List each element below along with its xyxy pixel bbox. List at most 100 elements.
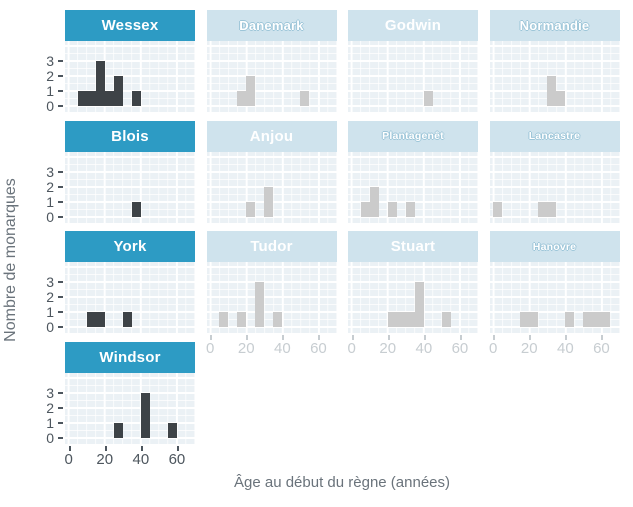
histogram-bar-lancastre-30 (547, 201, 557, 217)
x-tick-label: 40 (273, 340, 291, 357)
facet-strip-label: Stuart (390, 238, 436, 255)
histogram-bar-hanovre-55 (592, 312, 602, 327)
facet-panel-tudor (206, 262, 337, 333)
histogram-bar-tudor-35 (273, 312, 283, 327)
y-tick-mark (58, 311, 63, 313)
x-tick-label: 20 (96, 450, 114, 468)
y-tick-mark (58, 90, 63, 92)
y-tick-mark (58, 185, 63, 188)
histogram-bar-york-15 (95, 312, 105, 327)
x-tick-mark (210, 335, 213, 340)
x-axis-windsor: 0 20 40 60 (64, 444, 195, 476)
x-tick-mark (459, 335, 462, 340)
y-tick-mark (58, 60, 63, 62)
facet-panel-hanovre (489, 262, 620, 333)
facet-panel-anjou (206, 151, 337, 223)
x-tick-label: 60 (451, 340, 469, 357)
y-tick-label: 2 (46, 178, 54, 195)
histogram-bar-danemark-50 (300, 91, 310, 106)
facet-strip-label: Danemark (239, 18, 304, 33)
histogram-bar-hanovre-15 (520, 312, 530, 327)
x-tick-label: 0 (347, 340, 356, 357)
histogram-bar-wessex-20 (104, 91, 114, 106)
facet-strip-lancastre: Lancastre (489, 120, 620, 152)
histogram-bar-windsor-40 (140, 392, 150, 438)
facet-godwin: Godwin (348, 10, 478, 112)
x-tick-mark (601, 335, 604, 340)
y-tick-mark (58, 391, 63, 394)
facet-tudor: Tudor 0 20 40 60 (205, 231, 337, 365)
x-axis-hanovre: 0 20 40 60 (489, 333, 620, 365)
x-tick-mark (176, 445, 179, 451)
x-tick-mark (318, 335, 321, 340)
y-tick-mark (58, 200, 63, 203)
facet-strip-tudor: Tudor (206, 231, 337, 262)
histogram-bar-wessex-10 (86, 91, 96, 106)
facet-normandie: Normandie (489, 10, 620, 112)
facet-strip-godwin: Godwin (348, 10, 478, 41)
y-tick-label: 2 (46, 68, 54, 84)
y-tick-mark (58, 170, 63, 173)
histogram-bar-york-10 (86, 312, 96, 327)
x-axis-tudor: 0 20 40 60 (205, 333, 337, 365)
facet-strip-label: Plantagenêt (382, 130, 444, 142)
x-tick-label: 20 (379, 340, 397, 357)
y-tick-label: 3 (46, 53, 54, 69)
y-tick-label: 3 (46, 163, 54, 180)
y-tick-label: 2 (46, 289, 54, 305)
y-tick-label: 0 (46, 208, 54, 225)
histogram-bar-lancastre-0 (493, 201, 503, 217)
facet-strip-label: Lancastre (528, 130, 581, 142)
x-tick-mark (529, 335, 532, 340)
facet-strip-normandie: Normandie (489, 10, 620, 41)
facet-panel-stuart (348, 262, 478, 333)
facet-strip-label: Anjou (249, 127, 294, 145)
facet-strip-stuart: Stuart (348, 231, 478, 262)
histogram-bar-plantagenet-30 (405, 201, 415, 217)
x-axis-stuart: 0 20 40 60 (347, 333, 478, 365)
histogram-bar-york-30 (122, 312, 132, 327)
y-tick-label: 3 (46, 274, 54, 290)
x-tick-mark (140, 445, 143, 451)
facet-panel-lancastre (489, 151, 620, 223)
histogram-bar-anjou-30 (264, 186, 274, 217)
y-tick-label: 0 (46, 319, 54, 335)
histogram-bar-danemark-15 (237, 91, 247, 106)
x-tick-mark (104, 445, 107, 451)
x-tick-label: 60 (168, 450, 186, 468)
histogram-bar-wessex-25 (113, 76, 123, 106)
x-tick-mark (246, 335, 249, 340)
facet-plantagenet: Plantagenêt (348, 120, 478, 223)
y-tick-mark (58, 296, 63, 298)
x-tick-label: 60 (310, 340, 327, 357)
histogram-bar-hanovre-50 (583, 312, 593, 327)
x-tick-label: 40 (415, 340, 433, 357)
y-tick-label: 0 (46, 98, 54, 114)
histogram-bar-tudor-5 (219, 312, 229, 327)
facet-strip-blois: Blois (65, 120, 195, 152)
facet-stuart: Stuart 0 20 40 60 (347, 231, 478, 365)
facet-strip-danemark: Danemark (206, 10, 337, 41)
histogram-bar-plantagenet-20 (387, 201, 397, 217)
facet-windsor: Windsor 0 20 40 60 (64, 341, 195, 476)
facet-strip-hanovre: Hanovre (489, 231, 620, 262)
facet-strip-york: York (65, 231, 195, 262)
facet-strip-windsor: Windsor (65, 341, 195, 373)
histogram-bar-godwin-40 (423, 91, 433, 106)
facet-strip-label: Normandie (519, 18, 590, 33)
x-axis-title: Âge au début du règne (années) (234, 474, 450, 491)
x-tick-label: 0 (205, 340, 215, 357)
y-tick-label: 0 (46, 429, 54, 446)
facet-blois: Blois (65, 120, 195, 223)
y-tick-label: 1 (46, 193, 54, 210)
facet-panel-blois (65, 151, 195, 223)
facet-panel-plantagenet (348, 151, 478, 223)
histogram-bar-anjou-20 (246, 201, 256, 217)
facet-danemark: Danemark (206, 10, 337, 112)
x-tick-label: 60 (593, 340, 610, 357)
histogram-bar-hanovre-20 (529, 312, 539, 327)
